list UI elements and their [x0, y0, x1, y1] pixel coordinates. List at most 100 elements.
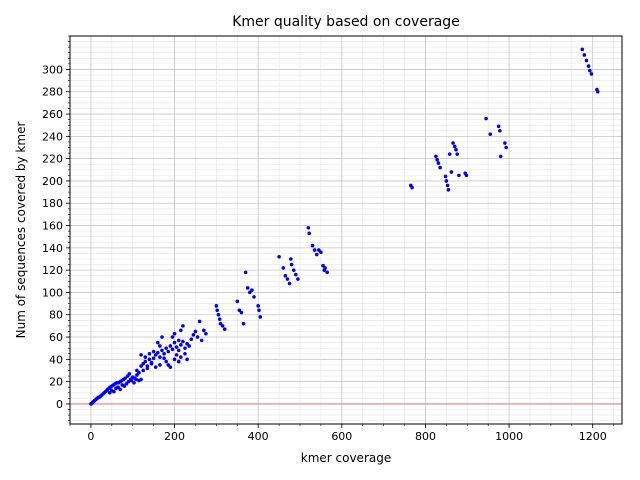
data-point: [156, 340, 160, 345]
chart-title: Kmer quality based on coverage: [232, 14, 460, 30]
data-point: [464, 173, 469, 178]
data-point: [285, 277, 290, 281]
data-point: [151, 356, 156, 361]
data-point: [220, 324, 225, 328]
data-point: [185, 357, 189, 362]
data-point: [595, 89, 600, 94]
x-tick-label: 1200: [579, 430, 607, 443]
y-tick-label: 20: [49, 376, 63, 389]
data-point: [147, 357, 152, 362]
data-point: [172, 357, 177, 362]
y-tick-label: 40: [49, 353, 63, 366]
data-point: [452, 144, 457, 149]
data-point: [151, 349, 156, 354]
data-point: [162, 356, 166, 361]
data-point: [179, 328, 183, 333]
data-point: [168, 344, 173, 348]
data-point: [239, 310, 244, 315]
data-point: [257, 308, 261, 313]
plot-frame: [69, 35, 623, 425]
data-point: [217, 317, 222, 321]
data-point: [291, 268, 296, 272]
x-tick-label: 1000: [495, 430, 523, 443]
data-point: [179, 355, 183, 359]
data-point: [139, 377, 143, 382]
data-point: [241, 321, 246, 326]
data-point: [586, 64, 591, 68]
x-axis-ticks: 0 200 400 600 800 1000 1200: [69, 424, 614, 443]
data-point: [160, 335, 164, 339]
data-point: [174, 353, 179, 357]
data-point: [438, 165, 442, 170]
data-point: [435, 157, 439, 162]
data-point: [172, 331, 177, 336]
data-point: [235, 299, 240, 304]
data-points: [89, 47, 600, 406]
data-point: [158, 344, 162, 348]
data-point: [199, 338, 204, 343]
data-point: [179, 343, 183, 347]
y-tick-label: 80: [49, 309, 63, 322]
data-point: [123, 376, 127, 381]
data-point: [445, 183, 450, 188]
data-point: [139, 353, 143, 357]
data-point: [325, 270, 329, 275]
data-point: [202, 328, 206, 333]
y-tick-label: 200: [42, 175, 63, 188]
data-point: [166, 349, 171, 354]
data-point: [277, 254, 281, 259]
y-axis-ticks: 0 20 40 60 80 100 120 140 160 180 200 220 240 260 280 3…: [42, 35, 70, 421]
data-point: [112, 389, 116, 394]
data-point: [143, 359, 148, 364]
data-point: [195, 335, 200, 339]
data-point: [296, 277, 300, 281]
data-point: [443, 174, 448, 179]
data-point: [129, 378, 134, 383]
data-point: [118, 387, 122, 392]
data-point: [156, 350, 160, 355]
data-point: [488, 132, 493, 136]
data-point: [215, 308, 219, 313]
data-point: [256, 304, 260, 308]
data-point: [147, 351, 152, 356]
data-point: [193, 329, 198, 334]
data-point: [294, 272, 298, 277]
data-point: [447, 152, 452, 156]
data-point: [158, 363, 162, 367]
data-point: [170, 335, 175, 339]
data-point: [306, 225, 311, 230]
data-point: [164, 359, 168, 364]
data-point: [183, 346, 187, 350]
data-point: [153, 365, 158, 369]
data-point: [307, 231, 312, 236]
data-point: [281, 266, 286, 270]
y-tick-label: 60: [49, 331, 63, 344]
data-point: [504, 145, 508, 150]
data-point: [214, 304, 219, 308]
data-point: [197, 319, 202, 324]
data-point: [181, 324, 185, 328]
y-tick-label: 140: [42, 242, 63, 255]
data-point: [176, 348, 181, 353]
x-tick-label: 600: [331, 430, 352, 443]
data-point: [455, 152, 460, 156]
data-point: [187, 344, 191, 348]
data-point: [222, 327, 227, 332]
data-point: [314, 252, 319, 257]
data-point: [582, 53, 587, 57]
data-point: [312, 248, 317, 252]
data-point: [434, 154, 438, 159]
x-tick-label: 400: [248, 430, 269, 443]
data-point: [174, 345, 179, 349]
data-point: [127, 372, 132, 376]
y-tick-label: 120: [42, 264, 63, 277]
data-point: [498, 128, 502, 133]
data-point: [451, 141, 455, 145]
data-point: [444, 179, 449, 183]
data-point: [319, 250, 323, 255]
data-point: [170, 347, 175, 352]
data-point: [250, 288, 254, 293]
data-point: [145, 364, 150, 368]
y-tick-label: 180: [42, 197, 63, 210]
data-point: [449, 170, 454, 174]
